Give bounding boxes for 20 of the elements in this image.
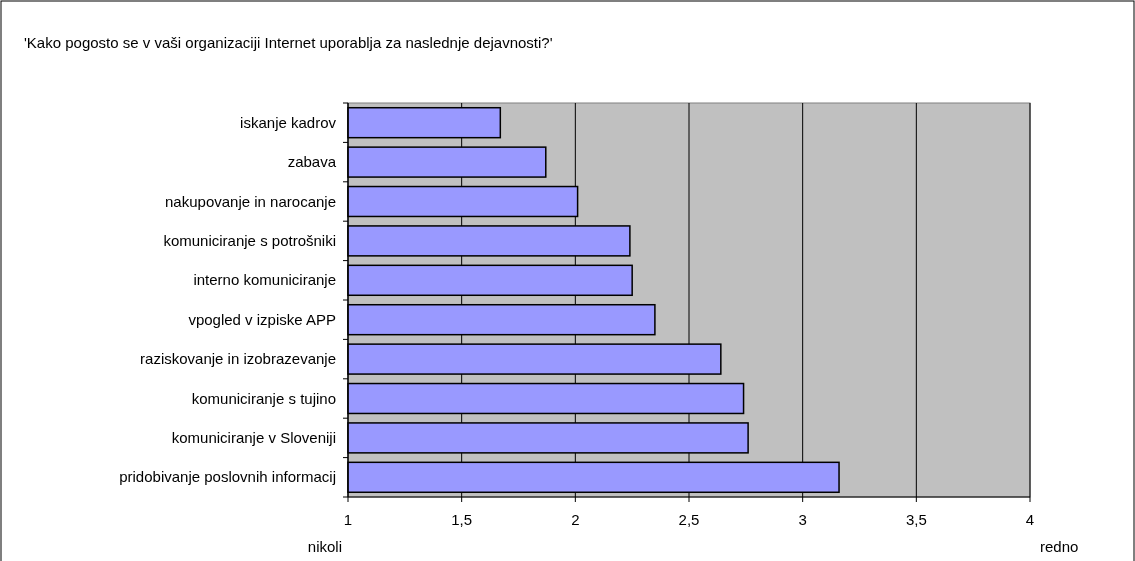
x-tick-label: 1 [343, 511, 353, 528]
y-tick-label: zabava [287, 153, 337, 171]
x-tick-label: 3,5 [905, 511, 927, 528]
y-tick-label: vpogled v izpiske APP [188, 310, 336, 328]
y-tick-label: pridobivanje poslovnih informacij [119, 468, 336, 486]
x-tick-label: 2,5 [678, 511, 700, 528]
y-tick-label: komuniciranje s potrošniki [163, 231, 336, 249]
y-tick-label: komuniciranje s tujino [191, 389, 336, 407]
x-tick-label: 1,5 [451, 511, 473, 528]
y-tick-label: nakupovanje in narocanje [165, 192, 336, 210]
y-tick-label: komuniciranje v Sloveniji [171, 428, 336, 446]
y-tick-label: raziskovanje in izobrazevanje [140, 350, 336, 368]
x-tick-label: 4 [1025, 511, 1035, 528]
chart-title: 'Kako pogosto se v vaši organizaciji Internet uporablja za naslednje dejavnosti?' [24, 34, 553, 51]
x-tick-label: 2 [571, 511, 580, 528]
y-tick-label: interno komuniciranje [193, 271, 336, 289]
x-tick-label: 3 [798, 511, 807, 528]
text: nikoli [307, 538, 342, 555]
text: redno [1040, 538, 1079, 555]
y-tick-label: iskanje kadrov [240, 113, 337, 131]
